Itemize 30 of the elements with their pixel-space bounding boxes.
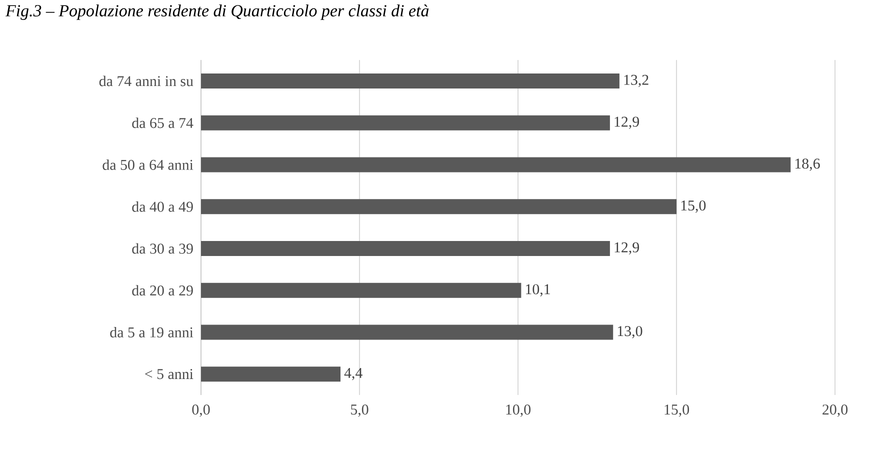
chart-title: Fig.3 – Popolazione residente di Quarticciolo per classi di età — [5, 4, 429, 20]
data-label: 13,0 — [618, 326, 642, 338]
bar — [201, 115, 610, 130]
bar — [201, 324, 614, 340]
bar — [201, 282, 522, 298]
data-label: 18,6 — [795, 158, 820, 171]
data-label: 13,2 — [624, 74, 648, 88]
data-label: 12,9 — [614, 116, 639, 129]
y-tick-label: da 5 a 19 anni — [110, 326, 194, 338]
y-tick-label: < 5 anni — [145, 369, 194, 380]
bar — [201, 199, 677, 214]
data-label: 15,0 — [681, 200, 706, 213]
bar — [201, 73, 620, 88]
data-label: 12,9 — [614, 242, 639, 255]
y-tick-label: da 40 a 49 — [132, 201, 193, 212]
x-tick-label: 0,0 — [192, 404, 210, 417]
bar — [201, 366, 340, 382]
data-label: 4,4 — [344, 368, 362, 380]
bar — [201, 240, 610, 256]
y-tick-label: da 50 a 64 anni — [102, 159, 194, 170]
x-tick-label: 10,0 — [506, 404, 531, 417]
x-tick-label: 15,0 — [664, 404, 690, 417]
data-label: 10,1 — [526, 284, 550, 296]
y-tick-label: da 20 a 29 — [132, 285, 193, 296]
x-tick-label: 20,0 — [822, 404, 848, 417]
y-tick-label: da 74 anni in su — [99, 76, 194, 86]
x-tick-label: 5,0 — [351, 404, 368, 417]
bar — [201, 157, 791, 172]
y-tick-label: da 65 a 74 — [132, 118, 194, 128]
y-tick-label: da 30 a 39 — [132, 243, 193, 254]
